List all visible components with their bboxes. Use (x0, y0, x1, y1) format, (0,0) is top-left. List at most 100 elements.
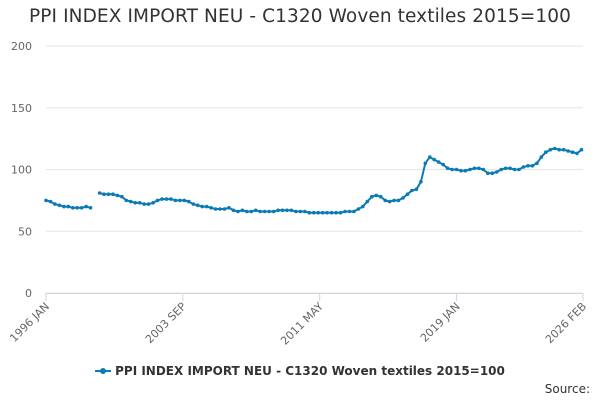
data-point[interactable] (84, 204, 88, 209)
data-point[interactable] (191, 202, 196, 206)
data-point[interactable] (66, 204, 71, 209)
data-point[interactable] (561, 147, 566, 152)
data-point[interactable] (137, 201, 142, 205)
data-point[interactable] (575, 151, 579, 156)
data-point[interactable] (370, 194, 374, 199)
data-point[interactable] (44, 198, 48, 203)
data-point[interactable] (124, 198, 129, 203)
data-point[interactable] (512, 167, 517, 172)
data-point[interactable] (477, 166, 481, 171)
data-point[interactable] (133, 201, 138, 205)
data-point[interactable] (79, 206, 84, 210)
data-point[interactable] (320, 210, 325, 215)
data-point[interactable] (115, 193, 120, 198)
legend[interactable]: PPI INDEX IMPORT NEU - C1320 Woven texti… (0, 364, 600, 378)
data-point[interactable] (423, 161, 428, 166)
data-point[interactable] (410, 188, 414, 193)
data-point[interactable] (347, 209, 352, 214)
data-point[interactable] (218, 207, 222, 211)
data-point[interactable] (432, 157, 437, 162)
data-point[interactable] (325, 210, 329, 215)
data-point[interactable] (526, 164, 530, 168)
series-group[interactable] (44, 146, 584, 215)
data-point[interactable] (539, 155, 544, 159)
data-point[interactable] (490, 171, 495, 175)
data-point[interactable] (329, 210, 334, 215)
data-point[interactable] (414, 187, 419, 192)
data-point[interactable] (361, 204, 365, 209)
series-line[interactable] (98, 147, 583, 214)
data-point[interactable] (285, 208, 289, 213)
data-point[interactable] (312, 210, 316, 215)
data-point[interactable] (392, 198, 396, 203)
data-point[interactable] (419, 180, 423, 184)
credits[interactable]: Source: (544, 382, 590, 396)
data-point[interactable] (280, 208, 285, 213)
data-point[interactable] (151, 201, 155, 205)
data-point[interactable] (535, 161, 539, 166)
data-point[interactable] (271, 209, 276, 214)
data-point[interactable] (517, 167, 521, 172)
data-point[interactable] (106, 192, 111, 196)
data-point[interactable] (258, 209, 263, 214)
data-point[interactable] (62, 204, 66, 209)
data-point[interactable] (548, 147, 553, 152)
data-point[interactable] (436, 160, 441, 164)
data-point[interactable] (245, 209, 249, 214)
data-point[interactable] (521, 165, 526, 169)
data-point[interactable] (240, 208, 245, 213)
data-point[interactable] (579, 147, 584, 152)
data-point[interactable] (450, 167, 454, 172)
data-point[interactable] (155, 198, 160, 203)
data-point[interactable] (401, 196, 405, 200)
data-point[interactable] (343, 209, 347, 214)
data-point[interactable] (146, 202, 151, 206)
data-point[interactable] (249, 209, 254, 214)
data-point[interactable] (494, 170, 499, 174)
data-point[interactable] (267, 209, 271, 214)
data-point[interactable] (387, 199, 392, 204)
data-point[interactable] (213, 207, 218, 211)
data-point[interactable] (53, 202, 57, 206)
data-point[interactable] (75, 206, 79, 210)
data-point[interactable] (182, 198, 187, 203)
data-point[interactable] (499, 167, 504, 172)
data-point[interactable] (441, 162, 446, 167)
data-point[interactable] (142, 202, 146, 206)
data-point[interactable] (231, 208, 236, 213)
data-point[interactable] (428, 155, 432, 159)
data-point[interactable] (195, 203, 200, 208)
data-point[interactable] (405, 192, 410, 196)
data-point[interactable] (383, 198, 388, 203)
data-point[interactable] (276, 208, 280, 213)
data-point[interactable] (160, 197, 164, 201)
data-point[interactable] (459, 168, 463, 173)
data-point[interactable] (253, 208, 258, 213)
data-point[interactable] (338, 210, 343, 215)
data-point[interactable] (236, 209, 240, 214)
data-point[interactable] (102, 192, 106, 196)
data-point[interactable] (552, 146, 557, 151)
data-point[interactable] (289, 208, 294, 213)
data-point[interactable] (566, 149, 570, 153)
data-point[interactable] (374, 193, 379, 198)
data-point[interactable] (530, 164, 535, 168)
data-point[interactable] (303, 209, 307, 214)
data-point[interactable] (378, 194, 383, 199)
data-point[interactable] (508, 166, 512, 171)
data-point[interactable] (570, 150, 575, 154)
data-point[interactable] (200, 204, 204, 209)
data-point[interactable] (481, 167, 486, 172)
data-point[interactable] (262, 209, 267, 214)
data-point[interactable] (178, 198, 182, 203)
data-point[interactable] (356, 207, 361, 211)
data-point[interactable] (472, 166, 477, 171)
data-point[interactable] (486, 171, 490, 175)
data-point[interactable] (316, 210, 321, 215)
data-point[interactable] (97, 191, 102, 195)
data-point[interactable] (129, 199, 133, 204)
data-point[interactable] (111, 192, 115, 196)
data-point[interactable] (48, 199, 53, 204)
data-point[interactable] (209, 206, 213, 210)
data-point[interactable] (454, 167, 459, 172)
